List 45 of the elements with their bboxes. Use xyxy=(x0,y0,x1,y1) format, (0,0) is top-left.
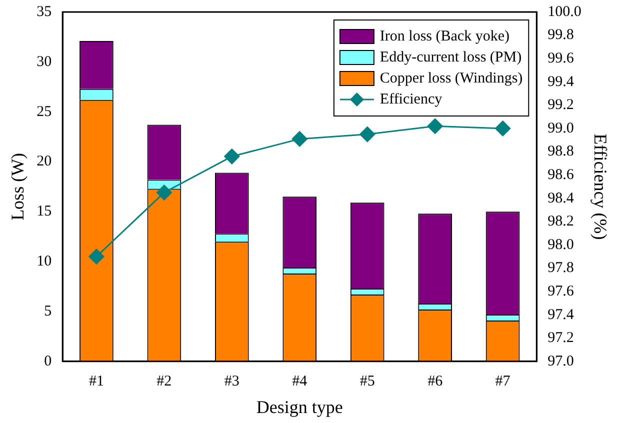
y-axis-title: Loss (W) xyxy=(8,152,28,220)
x-tick-label: #4 xyxy=(292,373,308,390)
y2-tick-label: 99.2 xyxy=(548,97,574,114)
point xyxy=(88,248,104,264)
legend-label: Copper loss (Windings) xyxy=(380,70,523,86)
x-tick-label: #6 xyxy=(428,373,444,390)
y2-tick-label: 98.0 xyxy=(548,236,574,253)
point xyxy=(292,131,308,147)
point xyxy=(495,120,511,136)
y2-tick-label: 99.0 xyxy=(548,120,574,136)
point xyxy=(427,118,443,134)
x-tick-label: #7 xyxy=(495,373,511,390)
y-tick-label: 5 xyxy=(44,303,52,320)
y-tick-label: 20 xyxy=(36,154,52,170)
y-tick-label: 30 xyxy=(36,54,52,70)
y-tick-label: 0 xyxy=(44,353,52,370)
y2-tick-label: 98.6 xyxy=(548,166,574,183)
y2-tick-label: 97.2 xyxy=(548,330,574,346)
y2-axis-title: Efficiency (%) xyxy=(590,134,610,240)
x-tick-label: #2 xyxy=(156,373,172,390)
y-tick-label: 35 xyxy=(36,4,52,20)
x-tick-label: #5 xyxy=(360,373,375,390)
y2-tick-label: 97.0 xyxy=(548,353,574,370)
y2-tick-label: 98.2 xyxy=(548,214,574,230)
y2-tick-label: 100.0 xyxy=(548,4,582,20)
y2-tick-label: 97.4 xyxy=(548,306,574,323)
y-tick-label: 25 xyxy=(36,104,52,120)
point xyxy=(360,126,376,142)
legend-label: Eddy-current loss (PM) xyxy=(380,49,522,66)
y2-tick-label: 98.8 xyxy=(548,144,574,160)
y2-tick-label: 97.6 xyxy=(548,283,574,300)
y2-tick-label: 99.4 xyxy=(548,74,574,90)
y2-tick-label: 98.4 xyxy=(548,190,574,206)
y2-tick-label: 99.8 xyxy=(548,27,574,44)
y2-tick-label: 97.8 xyxy=(548,260,574,276)
y-tick-label: 10 xyxy=(36,254,52,270)
x-axis-title: Design type xyxy=(256,396,343,417)
y2-tick-label: 99.6 xyxy=(548,50,574,67)
y-tick-label: 15 xyxy=(36,204,52,220)
x-tick-label: #1 xyxy=(88,373,104,390)
legend-label: Iron loss (Back yoke) xyxy=(380,28,510,44)
point xyxy=(224,148,240,164)
x-tick-label: #3 xyxy=(224,373,240,390)
legend-label: Efficiency xyxy=(380,91,443,108)
point xyxy=(156,184,172,200)
